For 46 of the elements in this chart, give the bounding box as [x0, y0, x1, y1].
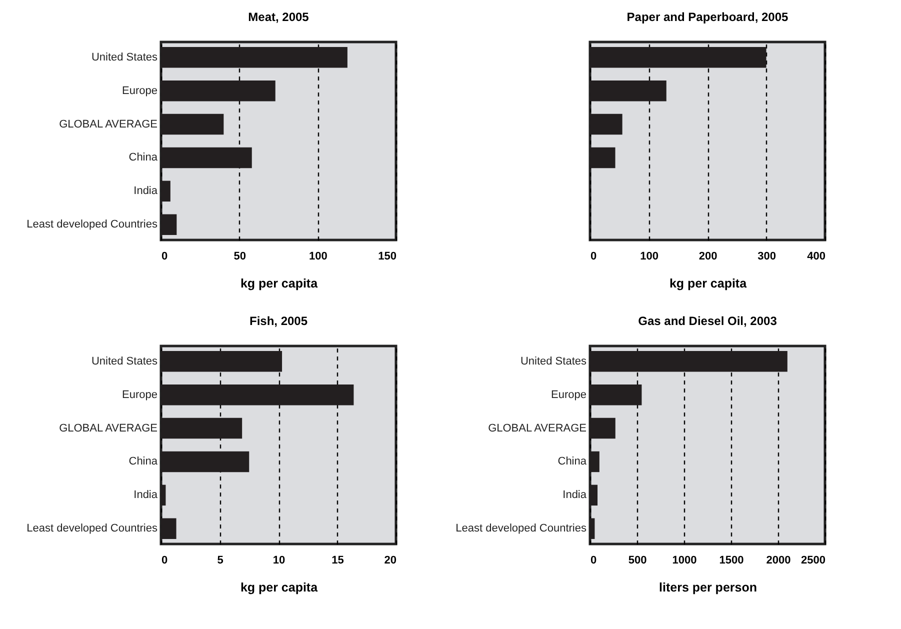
chart-title: Fish, 2005: [249, 314, 308, 328]
y-tick-label: GLOBAL AVERAGE: [59, 118, 158, 130]
x-axis-title: kg per capita: [240, 580, 319, 594]
x-tick-label: 150: [378, 250, 396, 262]
x-tick-label: 0: [162, 250, 168, 262]
x-tick-label: 400: [807, 250, 826, 262]
y-tick-label: India: [562, 489, 588, 502]
chart-title: Meat, 2005: [248, 10, 310, 24]
x-tick-label: 20: [384, 554, 396, 566]
x-tick-label: 300: [758, 250, 776, 262]
x-tick-label: 500: [628, 554, 647, 566]
y-tick-label: China: [128, 152, 158, 164]
x-axis-title: kg per capita: [240, 276, 319, 290]
y-tick-label: Least developed Countries: [456, 522, 587, 535]
x-tick-label: 200: [698, 250, 718, 262]
y-tick-label: India: [134, 185, 158, 198]
y-tick-label: Least developed Countries: [26, 218, 158, 231]
y-tick-label: GLOBAL AVERAGE: [59, 422, 158, 434]
x-tick-label: 1000: [672, 554, 697, 566]
x-axis-title: kg per capita: [669, 276, 748, 290]
chart-title: Gas and Diesel Oil, 2003: [638, 314, 778, 328]
x-tick-label: 15: [332, 554, 344, 566]
y-tick-label: GLOBAL AVERAGE: [488, 422, 586, 434]
y-tick-label: Europe: [122, 388, 158, 401]
chart-title: Paper and Paperboard, 2005: [626, 10, 789, 24]
y-tick-label: India: [134, 489, 158, 502]
x-tick-label: 2000: [766, 554, 791, 566]
x-tick-label: 5: [217, 554, 224, 566]
x-tick-label: 1500: [719, 554, 744, 566]
y-tick-label: United States: [91, 355, 158, 368]
y-tick-label: United States: [91, 51, 158, 64]
y-tick-label: Least developed Countries: [26, 522, 158, 535]
x-tick-label: 100: [640, 250, 658, 262]
y-tick-label: Europe: [551, 388, 586, 401]
x-tick-label: 0: [590, 250, 597, 262]
x-tick-label: 2500: [801, 554, 826, 566]
y-tick-label: China: [558, 456, 588, 468]
y-tick-label: Europe: [122, 84, 158, 97]
x-tick-label: 50: [234, 250, 246, 262]
x-tick-label: 10: [272, 554, 286, 566]
y-tick-label: China: [128, 456, 158, 468]
x-tick-label: 0: [162, 554, 168, 566]
y-tick-label: United States: [520, 355, 587, 368]
x-axis-title: liters per person: [659, 580, 757, 594]
x-tick-label: 0: [590, 554, 597, 566]
x-tick-label: 100: [308, 250, 328, 262]
